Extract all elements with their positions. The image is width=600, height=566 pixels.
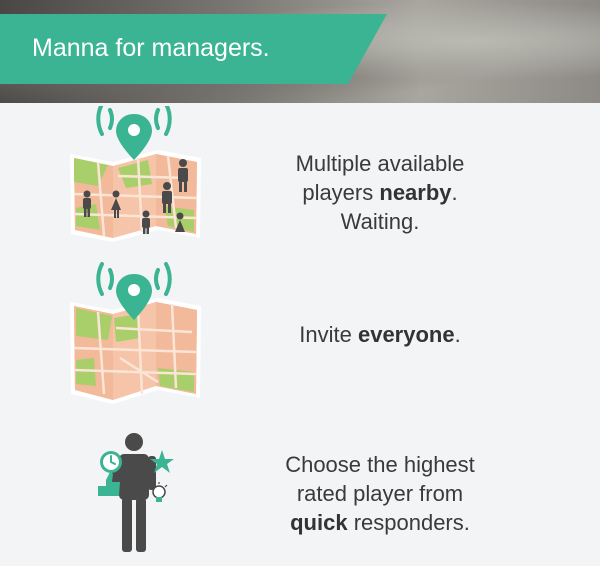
caption-choose: Choose the highest rated player from qui… <box>250 450 510 537</box>
caption-line: quick responders. <box>290 510 470 535</box>
banner-title: Manna for managers. <box>32 34 270 62</box>
caption-emphasis: everyone <box>357 322 455 347</box>
caption-line: players nearby. <box>302 180 458 205</box>
caption-line: Waiting. <box>340 209 420 234</box>
feature-row-choose: Choose the highest rated player from qui… <box>0 430 600 560</box>
caption-invite: Invite everyone. <box>299 322 461 347</box>
map-with-players-icon <box>68 102 203 256</box>
caption-emphasis: nearby <box>379 180 452 205</box>
banner-ribbon <box>0 14 387 84</box>
caption-nearby: Multiple available players nearby. Waiti… <box>250 149 510 236</box>
caption-line: Choose the highest <box>285 452 475 477</box>
feature-row-invite: Invite everyone. <box>0 262 600 412</box>
map-broadcast-icon <box>68 262 203 412</box>
caption-line: rated player from <box>296 481 464 506</box>
player-with-timer-icon <box>94 432 179 562</box>
caption-emphasis: quick <box>290 510 348 535</box>
feature-row-nearby: Multiple available players nearby. Waiti… <box>0 102 600 256</box>
caption-line: Multiple available <box>295 151 465 176</box>
title-banner: Manna for managers. <box>0 14 387 84</box>
